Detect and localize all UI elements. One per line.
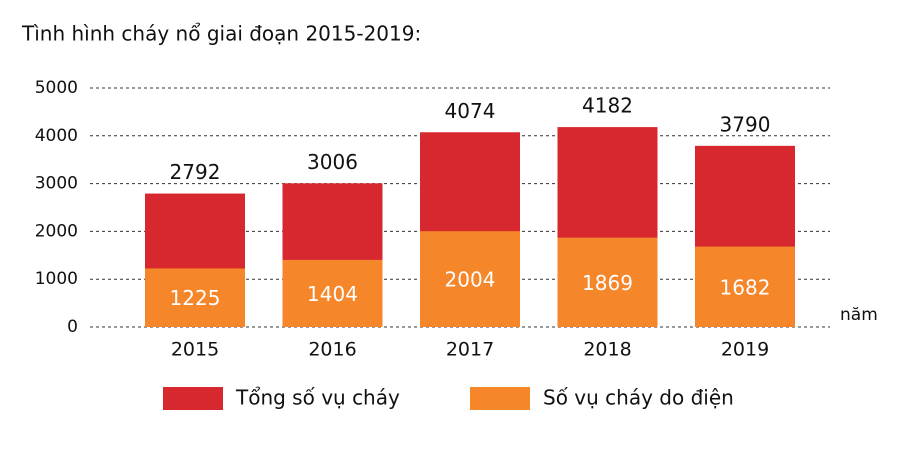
legend-swatch — [163, 387, 223, 410]
y-tick-label: 1000 — [35, 269, 78, 289]
y-tick-label: 0 — [67, 317, 78, 337]
bar — [282, 259, 383, 327]
x-axis-label: năm — [840, 305, 878, 325]
y-tick-label: 3000 — [35, 174, 78, 194]
y-tick-label: 2000 — [35, 221, 78, 241]
x-tick-label: 2019 — [721, 339, 769, 361]
value-label: 3790 — [720, 112, 771, 136]
x-tick-label: 2016 — [308, 339, 356, 361]
y-tick-label: 4000 — [35, 126, 78, 146]
legend-label: Tổng số vụ cháy — [235, 386, 400, 410]
bar — [420, 231, 520, 327]
value-label: 1404 — [307, 282, 358, 306]
x-tick-label: 2017 — [446, 339, 494, 361]
value-label: 1682 — [720, 275, 771, 299]
value-label: 2792 — [170, 160, 221, 184]
value-label: 1869 — [582, 271, 633, 295]
value-label: 2004 — [445, 268, 496, 292]
chart-title: Tình hình cháy nổ giai đoạn 2015-2019: — [21, 22, 421, 46]
legend-label: Số vụ cháy do điện — [543, 386, 734, 410]
y-tick-label: 5000 — [35, 78, 78, 98]
bar — [557, 237, 658, 327]
bar — [145, 268, 245, 327]
legend-swatch — [470, 387, 530, 410]
value-label: 1225 — [170, 286, 221, 310]
bar — [695, 246, 795, 327]
x-tick-label: 2015 — [171, 339, 219, 361]
x-tick-label: 2018 — [583, 339, 631, 361]
value-label: 4074 — [445, 99, 496, 123]
value-label: 3006 — [307, 150, 358, 174]
value-label: 4182 — [582, 94, 633, 118]
